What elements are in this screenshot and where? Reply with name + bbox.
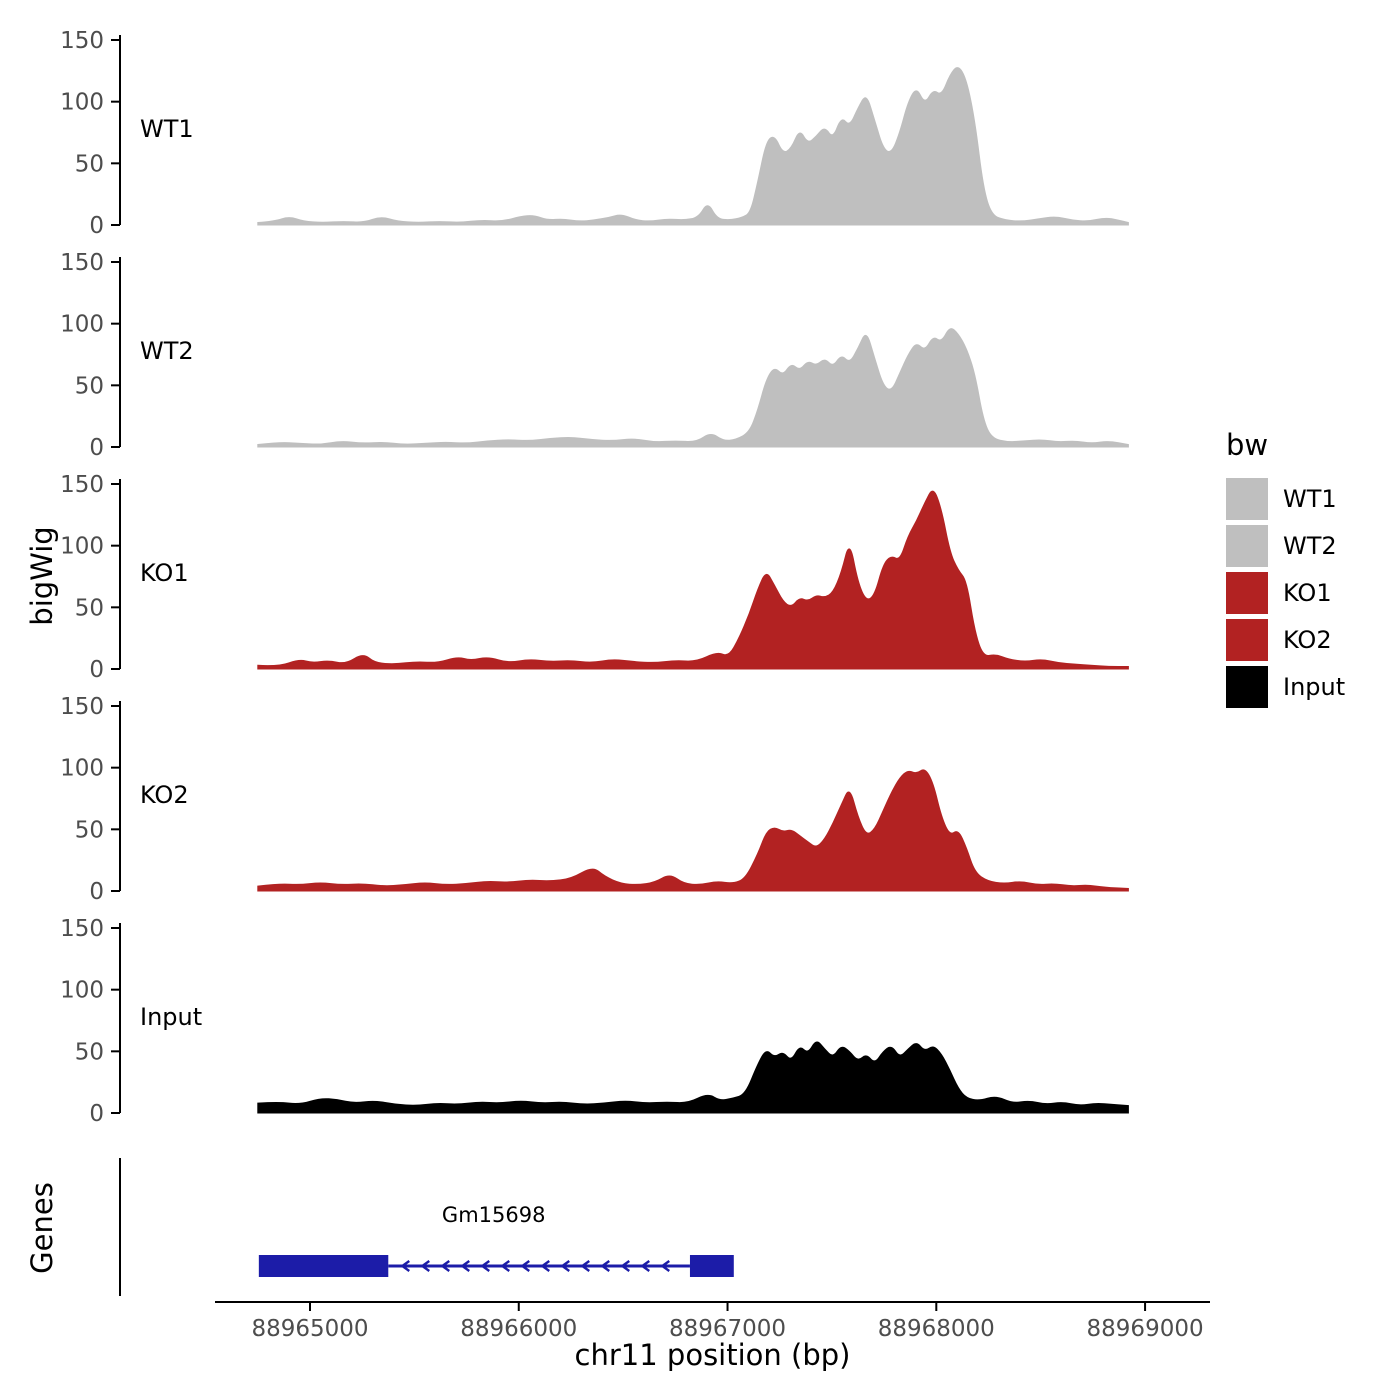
y-tick-label: 0	[89, 213, 104, 239]
track-label-ko1: KO1	[140, 559, 189, 587]
gene-strand-arrow	[640, 1260, 650, 1272]
gene-strand-arrow	[420, 1260, 430, 1272]
coverage-area-input	[257, 1041, 1129, 1114]
x-tick-label: 88968000	[878, 1316, 995, 1342]
gene-strand-arrow	[660, 1260, 670, 1272]
y-tick-label: 150	[60, 472, 104, 498]
legend-swatch-ko2	[1226, 619, 1268, 661]
track-label-ko2: KO2	[140, 781, 189, 809]
legend-title: bw	[1226, 428, 1269, 462]
legend-label: KO1	[1283, 579, 1332, 607]
gene-strand-arrow	[400, 1260, 410, 1272]
legend-label: WT1	[1283, 485, 1337, 513]
gene-strand-arrow	[560, 1260, 570, 1272]
x-axis-title: chr11 position (bp)	[574, 1338, 851, 1372]
y-tick-label: 100	[60, 756, 104, 782]
gene-exon-1	[258, 1255, 389, 1277]
y-tick-label: 150	[60, 694, 104, 720]
track-label-input: Input	[140, 1003, 202, 1031]
gene-strand-arrow	[600, 1260, 610, 1272]
track-label-wt1: WT1	[140, 115, 194, 143]
gene-name-label: Gm15698	[442, 1203, 546, 1227]
y-tick-label: 150	[60, 250, 104, 276]
x-tick-label: 88967000	[669, 1316, 786, 1342]
y-tick-label: 50	[75, 1039, 104, 1065]
legend-swatch-wt1	[1226, 478, 1268, 520]
x-tick-label: 88965000	[251, 1316, 368, 1342]
gene-strand-arrow	[520, 1260, 530, 1272]
legend-label: KO2	[1283, 626, 1332, 654]
x-tick-label: 88969000	[1087, 1316, 1204, 1342]
legend: bw WT1 WT2 KO1 KO2 Input	[1226, 428, 1345, 713]
y-tick-label: 0	[89, 1101, 104, 1127]
coverage-area-ko1	[257, 490, 1129, 670]
legend-item-ko1: KO1	[1226, 572, 1345, 614]
coverage-area-wt1	[257, 67, 1129, 226]
y-tick-label: 50	[75, 817, 104, 843]
legend-swatch-wt2	[1226, 525, 1268, 567]
y-tick-label: 100	[60, 312, 104, 338]
y-tick-label: 100	[60, 534, 104, 560]
legend-item-ko2: KO2	[1226, 619, 1345, 661]
legend-items: WT1 WT2 KO1 KO2 Input	[1226, 478, 1345, 708]
y-tick-label: 150	[60, 916, 104, 942]
coverage-area-ko2	[257, 769, 1129, 892]
y-tick-label: 50	[75, 373, 104, 399]
y-tick-label: 100	[60, 978, 104, 1004]
x-tick-label: 88966000	[460, 1316, 577, 1342]
genes-panel-title: Genes	[25, 1182, 59, 1274]
gene-strand-arrow	[480, 1260, 490, 1272]
y-axis-title: bigWig	[25, 526, 59, 626]
y-tick-label: 0	[89, 879, 104, 905]
gene-strand-arrow	[540, 1260, 550, 1272]
gene-strand-arrow	[580, 1260, 590, 1272]
y-tick-label: 0	[89, 435, 104, 461]
gene-strand-arrow	[620, 1260, 630, 1272]
legend-item-input: Input	[1226, 666, 1345, 708]
y-tick-label: 100	[60, 90, 104, 116]
legend-label: Input	[1283, 673, 1346, 701]
legend-swatch-ko1	[1226, 572, 1268, 614]
y-tick-label: 50	[75, 595, 104, 621]
legend-item-wt2: WT2	[1226, 525, 1345, 567]
gene-strand-arrow	[440, 1260, 450, 1272]
legend-swatch-input	[1226, 666, 1268, 708]
legend-label: WT2	[1283, 532, 1337, 560]
legend-item-wt1: WT1	[1226, 478, 1345, 520]
y-tick-label: 150	[60, 28, 104, 54]
y-tick-label: 50	[75, 151, 104, 177]
track-label-wt2: WT2	[140, 337, 194, 365]
coverage-area-wt2	[257, 328, 1129, 448]
y-tick-label: 0	[89, 657, 104, 683]
gene-strand-arrow	[460, 1260, 470, 1272]
gene-exon-2	[689, 1255, 734, 1277]
gene-strand-arrow	[500, 1260, 510, 1272]
